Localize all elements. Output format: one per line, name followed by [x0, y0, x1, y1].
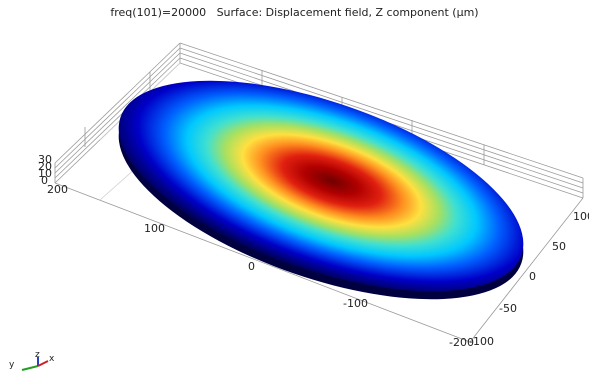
x-axis-ticks: 200 100 0 -100 -200 — [47, 183, 474, 349]
plot-title: freq(101)=20000 Surface: Displacement fi… — [110, 6, 479, 19]
z-tick-label: 20 — [38, 160, 52, 173]
z-tick-label: 30 — [38, 153, 52, 166]
y-tick-label: -100 — [469, 335, 494, 348]
x-tick-label: -100 — [343, 297, 368, 310]
x-tick-label: 200 — [47, 183, 68, 196]
triad-x-label: x — [49, 354, 55, 364]
y-tick-label: -50 — [499, 302, 517, 315]
displacement-surface — [118, 80, 524, 300]
x-tick-label: -200 — [449, 336, 474, 349]
y-tick-label: 100 — [573, 210, 589, 223]
z-tick-label: 0 — [41, 174, 48, 187]
y-tick-label: 50 — [552, 240, 566, 253]
z-tick-label: 10 — [38, 167, 52, 180]
y-axis-ticks: 100 50 0 -50 -100 — [469, 210, 589, 348]
triad-z-label: z — [35, 350, 40, 360]
x-tick-label: 0 — [248, 260, 255, 273]
z-axis-ticks: 30 20 10 0 — [38, 153, 52, 187]
axis-orientation-triad-icon: y z x — [9, 350, 55, 371]
y-tick-label: 0 — [529, 270, 536, 283]
triad-y-label: y — [9, 360, 15, 370]
x-tick-label: 100 — [144, 222, 165, 235]
